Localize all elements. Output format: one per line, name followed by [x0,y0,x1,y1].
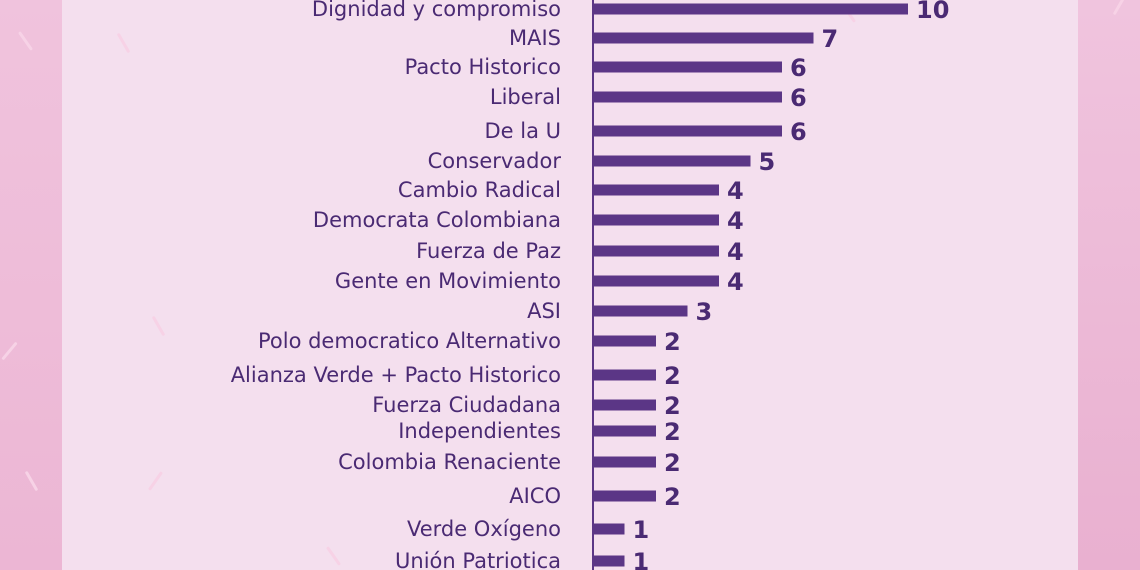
category-label: Unión Patriotica [395,549,561,570]
category-label: De la U [484,119,561,143]
category-label: Alianza Verde + Pacto Historico [231,363,561,387]
value-label: 6 [790,54,807,82]
category-label: Verde Oxígeno [407,517,561,541]
category-label: Fuerza de Paz [416,239,561,263]
category-label: Liberal [490,85,561,109]
category-label: Gente en Movimiento [335,269,561,293]
bar [593,399,656,411]
left-side-panel [0,0,62,570]
category-label: MAIS [509,26,561,50]
bar [593,555,625,567]
value-label: 6 [790,84,807,112]
category-label: Fuerza Ciudadana [372,393,561,417]
category-label: Democrata Colombiana [313,208,561,232]
value-label: 2 [664,362,681,390]
category-label: ASI [527,299,561,323]
bar [593,184,719,196]
bar [593,125,782,137]
value-label: 2 [664,328,681,356]
category-label: Conservador [428,149,562,173]
bar [593,3,908,15]
category-label: AICO [509,484,561,508]
category-label: Dignidad y compromiso [312,0,561,21]
bar [593,305,688,317]
value-label: 4 [727,177,744,205]
bar [593,275,719,287]
bar [593,32,814,44]
value-label: 4 [727,268,744,296]
bar [593,490,656,502]
bar [593,245,719,257]
value-label: 1 [633,516,650,544]
bar [593,155,751,167]
bar [593,91,782,103]
category-label: Cambio Radical [398,178,561,202]
value-label: 10 [916,0,949,24]
value-label: 3 [696,298,713,326]
category-label: Polo democratico Alternativo [258,329,561,353]
bar [593,335,656,347]
right-side-panel [1078,0,1140,570]
value-label: 2 [664,418,681,446]
category-label: Independientes [398,419,561,443]
value-label: 2 [664,483,681,511]
value-label: 1 [633,548,650,570]
bar [593,369,656,381]
category-label: Colombia Renaciente [338,450,561,474]
value-label: 2 [664,449,681,477]
value-label: 2 [664,392,681,420]
category-label: Pacto Historico [405,55,561,79]
bar [593,425,656,437]
chart-panel [62,0,1078,570]
value-label: 6 [790,118,807,146]
bar [593,214,719,226]
bar [593,456,656,468]
bar [593,523,625,535]
value-label: 4 [727,207,744,235]
value-label: 7 [822,25,839,53]
value-label: 5 [759,148,776,176]
value-label: 4 [727,238,744,266]
bar [593,61,782,73]
